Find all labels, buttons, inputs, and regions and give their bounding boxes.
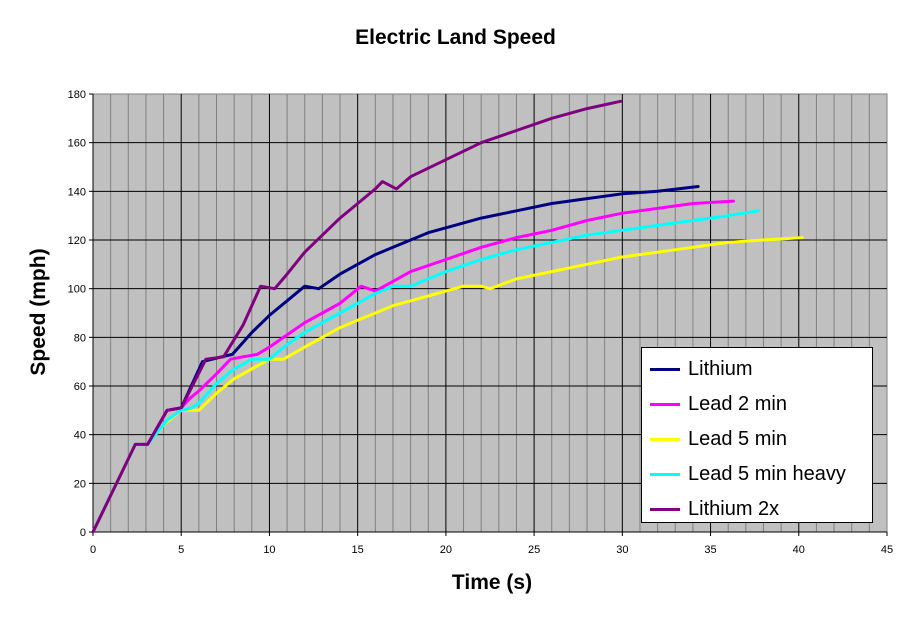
legend-item-lithium: Lithium [642,352,872,387]
legend-swatch [650,438,680,441]
y-tick-label: 140 [68,186,86,198]
x-tick-label: 30 [616,544,628,556]
y-tick-label: 100 [68,284,86,296]
legend-item-lead-2-min: Lead 2 min [642,387,872,422]
legend: Lithium Lead 2 min Lead 5 min Lead 5 min he… [641,347,873,523]
y-tick-label: 60 [74,381,86,393]
legend-label: Lead 2 min [688,393,787,415]
chart-title: Electric Land Speed [355,26,556,49]
series-line-lead-5-min [91,236,804,534]
x-tick-label: 5 [178,544,184,556]
legend-swatch [650,368,680,371]
x-tick-label: 25 [528,544,540,556]
legend-label: Lead 5 min [688,428,787,450]
x-tick-label: 20 [440,544,452,556]
legend-swatch [650,508,680,511]
y-tick-label: 180 [68,89,86,101]
axes: 0 20 40 60 80 100 120 140 160 180 0 5 10 15 20 25 30 35 40… [68,89,893,556]
x-tick-label: 40 [793,544,805,556]
y-tick-label: 40 [74,430,86,442]
y-tick-label: 0 [80,527,86,539]
y-tick-label: 20 [74,478,86,490]
x-tick-label: 0 [90,544,96,556]
x-tick-label: 35 [704,544,716,556]
legend-label: Lead 5 min heavy [688,463,846,485]
series-line-lithium-2x [91,99,623,534]
y-tick-label: 80 [74,332,86,344]
y-tick-label: 160 [68,138,86,150]
legend-item-lead-5-min: Lead 5 min [642,422,872,457]
y-tick-label: 120 [68,235,86,247]
x-tick-label: 15 [352,544,364,556]
series-layer [91,99,804,534]
legend-item-lithium-2x: Lithium 2x [642,492,872,527]
series-line-lead-2-min [91,199,735,534]
x-tick-label: 10 [263,544,275,556]
legend-label: Lithium 2x [688,498,780,520]
legend-label: Lithium [688,358,753,380]
legend-swatch [650,473,680,476]
series-line-lead-5-min-heavy [91,209,760,534]
legend-item-lead-5-min-heavy: Lead 5 min heavy [642,457,872,492]
legend-swatch [650,403,680,406]
x-axis-label: Time (s) [451,571,533,594]
x-tick-label: 45 [881,544,893,556]
